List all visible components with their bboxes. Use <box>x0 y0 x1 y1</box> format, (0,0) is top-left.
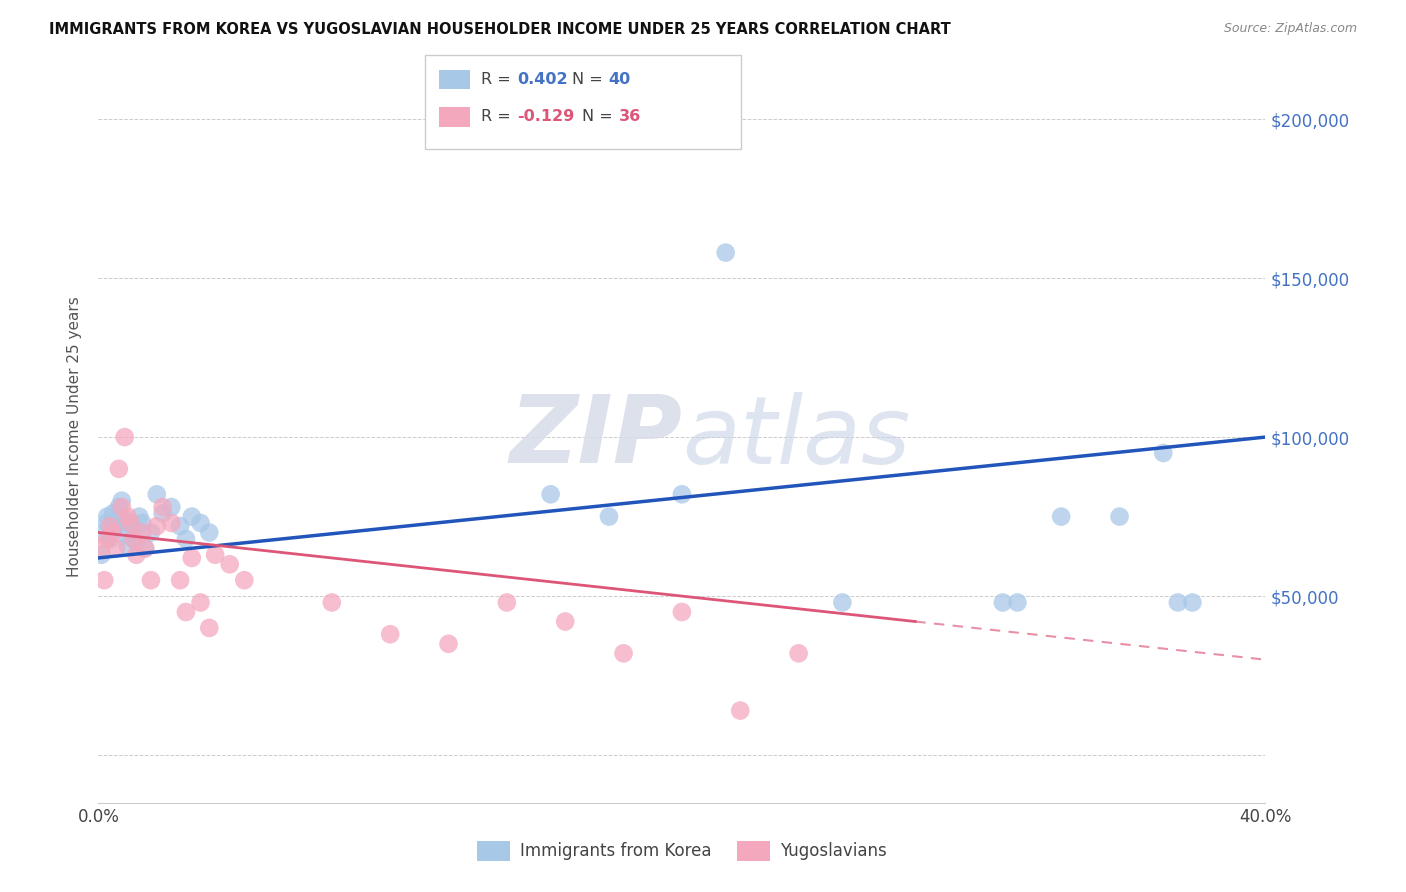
Point <box>111 500 134 514</box>
Text: ZIP: ZIP <box>509 391 682 483</box>
Text: Source: ZipAtlas.com: Source: ZipAtlas.com <box>1223 22 1357 36</box>
Point <box>122 522 145 536</box>
Text: N =: N = <box>582 110 619 124</box>
Point <box>128 509 150 524</box>
Text: 40: 40 <box>609 72 631 87</box>
Point <box>139 525 162 540</box>
Point <box>1181 595 1204 609</box>
Point <box>111 493 134 508</box>
Point <box>991 595 1014 609</box>
Text: 0.402: 0.402 <box>517 72 568 87</box>
Point <box>1167 595 1189 609</box>
Point <box>321 595 343 609</box>
Y-axis label: Householder Income Under 25 years: Householder Income Under 25 years <box>67 297 83 577</box>
Point <box>101 525 124 540</box>
Point <box>114 513 136 527</box>
Point <box>198 621 221 635</box>
Point <box>540 487 562 501</box>
Text: atlas: atlas <box>682 392 910 483</box>
Point <box>98 519 121 533</box>
Point <box>108 462 131 476</box>
Point <box>98 532 121 546</box>
Point <box>131 516 153 530</box>
Point <box>169 519 191 533</box>
Point <box>122 532 145 546</box>
Point <box>496 595 519 609</box>
Point <box>598 509 620 524</box>
Point <box>198 525 221 540</box>
Point <box>180 509 202 524</box>
Point <box>190 595 212 609</box>
Point <box>139 573 162 587</box>
Point <box>1007 595 1029 609</box>
Point <box>169 573 191 587</box>
Point <box>180 550 202 565</box>
Text: R =: R = <box>481 110 516 124</box>
Point <box>117 509 139 524</box>
Point <box>117 529 139 543</box>
Point <box>204 548 226 562</box>
Legend: Immigrants from Korea, Yugoslavians: Immigrants from Korea, Yugoslavians <box>470 834 894 868</box>
Text: IMMIGRANTS FROM KOREA VS YUGOSLAVIAN HOUSEHOLDER INCOME UNDER 25 YEARS CORRELATI: IMMIGRANTS FROM KOREA VS YUGOSLAVIAN HOU… <box>49 22 950 37</box>
Point <box>101 522 124 536</box>
Point <box>233 573 256 587</box>
Point <box>380 627 402 641</box>
Point <box>131 525 153 540</box>
Point <box>174 532 197 546</box>
Point <box>96 509 118 524</box>
Point <box>146 519 169 533</box>
Point <box>174 605 197 619</box>
Text: 36: 36 <box>619 110 641 124</box>
Point <box>125 548 148 562</box>
Point <box>437 637 460 651</box>
Point <box>96 516 118 530</box>
Point <box>120 516 142 530</box>
Point <box>114 430 136 444</box>
Point <box>671 605 693 619</box>
Point <box>1108 509 1130 524</box>
Point <box>104 519 127 533</box>
Point <box>93 573 115 587</box>
Point <box>218 558 240 572</box>
Text: -0.129: -0.129 <box>517 110 575 124</box>
Point <box>125 535 148 549</box>
Point <box>104 541 127 556</box>
Point <box>134 541 156 556</box>
Point <box>152 507 174 521</box>
Point <box>190 516 212 530</box>
Text: R =: R = <box>481 72 516 87</box>
Point <box>730 704 752 718</box>
Point <box>1050 509 1073 524</box>
Point <box>101 507 124 521</box>
Point <box>152 500 174 514</box>
Point <box>1152 446 1174 460</box>
Point <box>90 541 112 556</box>
Text: N =: N = <box>572 72 609 87</box>
Point <box>108 500 131 514</box>
Point <box>90 548 112 562</box>
Point <box>671 487 693 501</box>
Point <box>831 595 853 609</box>
Point <box>134 541 156 556</box>
Point <box>554 615 576 629</box>
Point <box>93 525 115 540</box>
Point <box>612 646 634 660</box>
Point <box>117 538 139 552</box>
Point <box>146 487 169 501</box>
Point <box>160 500 183 514</box>
Point <box>96 532 118 546</box>
Point <box>787 646 810 660</box>
Point <box>120 516 142 530</box>
Point <box>714 245 737 260</box>
Point <box>160 516 183 530</box>
